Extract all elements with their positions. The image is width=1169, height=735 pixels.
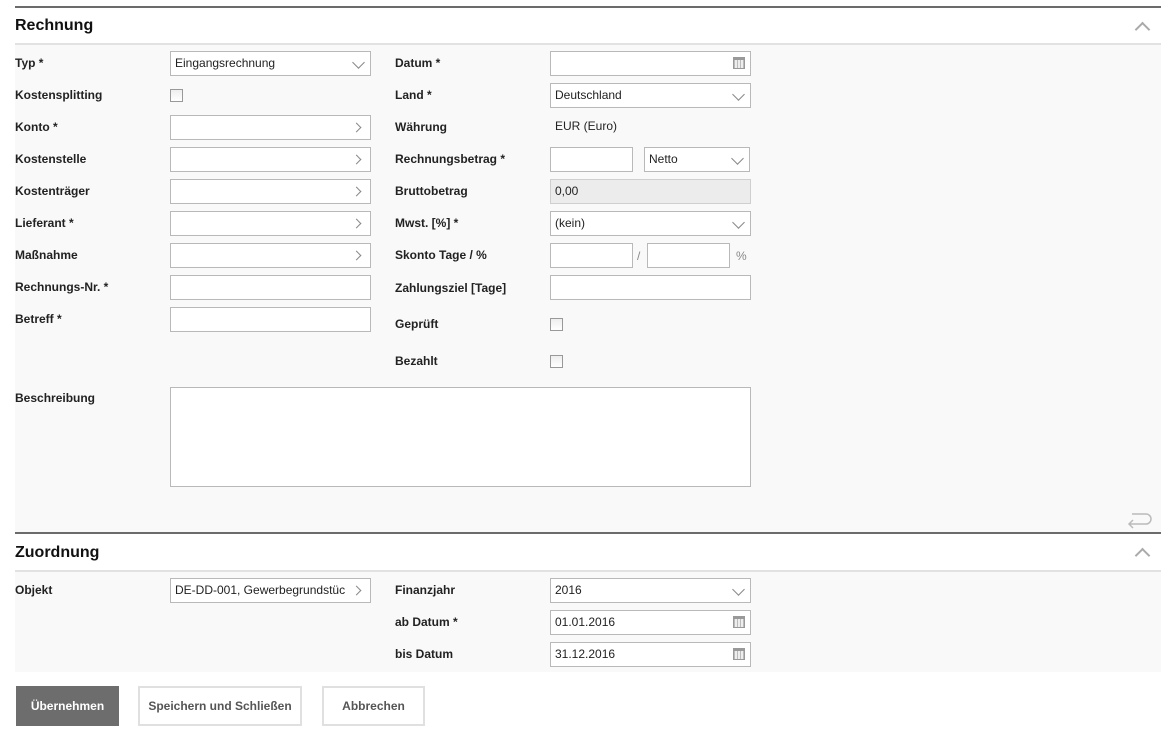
collapse-icon[interactable] xyxy=(1134,547,1151,564)
finanzjahr-select[interactable]: 2016 xyxy=(550,578,751,603)
konto-label: Konto * xyxy=(15,120,58,134)
return-icon[interactable] xyxy=(1126,509,1152,529)
chevron-right-icon xyxy=(351,186,362,197)
kostensplitting-label: Kostensplitting xyxy=(15,88,103,102)
kostentraeger-picker[interactable] xyxy=(170,179,371,204)
betreff-input[interactable] xyxy=(170,307,371,332)
beschreibung-label: Beschreibung xyxy=(15,391,96,405)
waehrung-value: EUR (Euro) xyxy=(555,119,618,133)
netto-brutto-select[interactable]: Netto xyxy=(644,147,750,172)
typ-label: Typ * xyxy=(15,56,44,70)
typ-select[interactable]: Eingangsrechnung xyxy=(170,51,371,76)
mwst-value: (kein) xyxy=(555,216,586,230)
chevron-right-icon xyxy=(351,122,362,133)
skonto-prozent-input[interactable] xyxy=(647,243,730,268)
cancel-button[interactable]: Abbrechen xyxy=(322,686,425,726)
mwst-label: Mwst. [%] * xyxy=(395,216,459,230)
chevron-right-icon xyxy=(351,218,362,229)
chevron-down-icon xyxy=(732,88,745,101)
datum-label: Datum * xyxy=(395,56,441,70)
ab-datum-input[interactable]: 01.01.2016 xyxy=(550,610,751,635)
apply-button[interactable]: Übernehmen xyxy=(16,686,119,726)
betreff-label: Betreff * xyxy=(15,312,62,326)
calendar-icon[interactable] xyxy=(733,648,745,660)
kostentraeger-label: Kostenträger xyxy=(15,184,90,198)
datum-input[interactable] xyxy=(550,51,751,76)
chevron-down-icon xyxy=(732,216,745,229)
chevron-down-icon xyxy=(731,152,744,165)
beschreibung-textarea[interactable] xyxy=(170,387,751,487)
finanzjahr-label: Finanzjahr xyxy=(395,583,456,597)
land-value: Deutschland xyxy=(555,88,622,102)
skonto-label: Skonto Tage / % xyxy=(395,248,487,262)
objekt-picker[interactable]: DE-DD-001, Gewerbegrundstück xyxy=(170,578,371,603)
ab-datum-value: 01.01.2016 xyxy=(555,615,616,629)
kostenstelle-picker[interactable] xyxy=(170,147,371,172)
lieferant-picker[interactable] xyxy=(170,211,371,236)
bruttobetrag-field: 0,00 xyxy=(550,179,751,204)
bezahlt-label: Bezahlt xyxy=(395,354,438,368)
section-title-rechnung: Rechnung xyxy=(15,17,94,34)
land-label: Land * xyxy=(395,88,432,102)
skonto-tage-input[interactable] xyxy=(550,243,633,268)
percent-unit: % xyxy=(736,249,747,263)
rechnungsbetrag-label: Rechnungsbetrag * xyxy=(395,152,506,166)
bis-datum-input[interactable]: 31.12.2016 xyxy=(550,642,751,667)
bis-datum-value: 31.12.2016 xyxy=(555,647,616,661)
zahlungsziel-input[interactable] xyxy=(550,275,751,300)
lieferant-label: Lieferant * xyxy=(15,216,74,230)
konto-picker[interactable] xyxy=(170,115,371,140)
chevron-right-icon xyxy=(351,585,362,596)
bruttobetrag-label: Bruttobetrag xyxy=(395,184,468,198)
land-select[interactable]: Deutschland xyxy=(550,83,751,108)
section-divider xyxy=(15,6,1161,8)
section-header-line xyxy=(15,570,1161,572)
geprueft-label: Geprüft xyxy=(395,317,439,331)
calendar-icon[interactable] xyxy=(733,616,745,628)
objekt-label: Objekt xyxy=(15,583,53,597)
chevron-down-icon xyxy=(732,583,745,596)
finanzjahr-value: 2016 xyxy=(555,583,582,597)
netto-value: Netto xyxy=(649,152,678,166)
kostenstelle-label: Kostenstelle xyxy=(15,152,87,166)
objekt-value: DE-DD-001, Gewerbegrundstück xyxy=(175,583,345,597)
massnahme-picker[interactable] xyxy=(170,243,371,268)
kostensplitting-checkbox[interactable] xyxy=(170,89,183,102)
waehrung-label: Währung xyxy=(395,120,447,134)
rechnungsnr-label: Rechnungs-Nr. * xyxy=(15,280,109,294)
collapse-icon[interactable] xyxy=(1134,21,1151,38)
section-title-zuordnung: Zuordnung xyxy=(15,544,100,561)
rechnungsbetrag-input[interactable] xyxy=(550,147,633,172)
save-close-button[interactable]: Speichern und Schließen xyxy=(138,686,302,726)
chevron-right-icon xyxy=(351,250,362,261)
zahlungsziel-label: Zahlungsziel [Tage] xyxy=(395,281,507,295)
geprueft-checkbox[interactable] xyxy=(550,318,563,331)
ab-datum-label: ab Datum * xyxy=(395,615,458,629)
typ-value: Eingangsrechnung xyxy=(175,56,276,70)
section-header-line xyxy=(15,43,1161,45)
massnahme-label: Maßnahme xyxy=(15,248,78,262)
chevron-down-icon xyxy=(352,56,365,69)
skonto-separator: / xyxy=(637,249,641,263)
bezahlt-checkbox[interactable] xyxy=(550,355,563,368)
rechnungsnr-input[interactable] xyxy=(170,275,371,300)
chevron-right-icon xyxy=(351,154,362,165)
bis-datum-label: bis Datum xyxy=(395,647,454,661)
section-divider xyxy=(15,532,1161,534)
mwst-select[interactable]: (kein) xyxy=(550,211,751,236)
calendar-icon[interactable] xyxy=(733,57,745,69)
